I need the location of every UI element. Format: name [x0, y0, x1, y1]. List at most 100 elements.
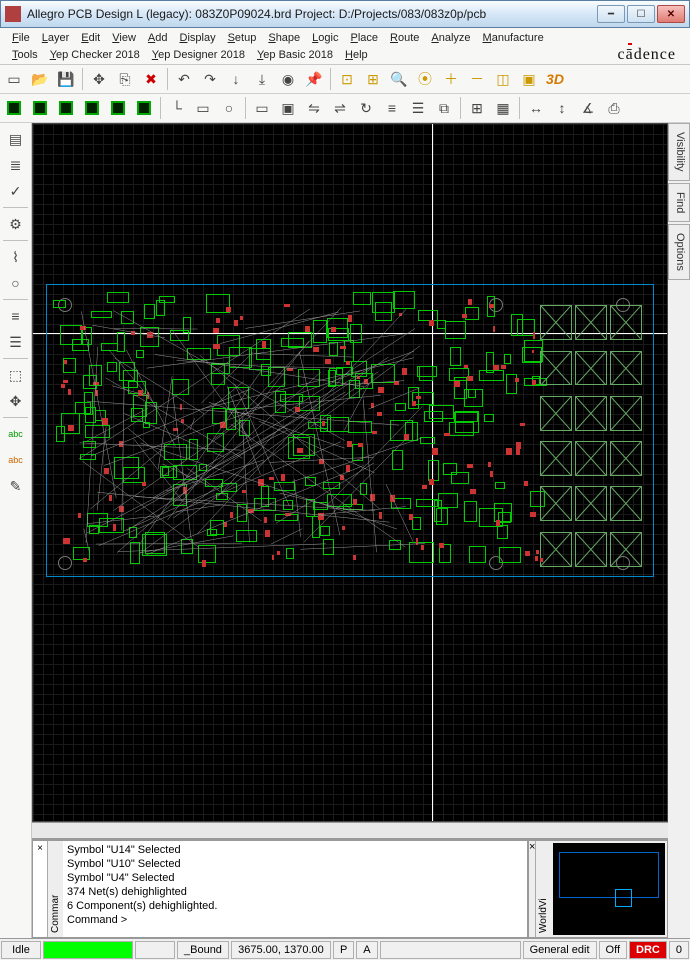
- panel-tab-options[interactable]: Options: [668, 224, 690, 280]
- zoom-plus-button[interactable]: 🔍: [387, 67, 411, 91]
- command-close-icon[interactable]: ×: [33, 841, 47, 937]
- menu-tools[interactable]: Tools: [6, 47, 44, 63]
- schematic-tool[interactable]: ▤: [3, 127, 29, 151]
- menu-setup[interactable]: Setup: [222, 30, 263, 46]
- status-a-button[interactable]: A: [356, 941, 377, 959]
- mirror-button[interactable]: ⇌: [328, 96, 352, 120]
- 3d-button[interactable]: 3D: [543, 67, 567, 91]
- close-button[interactable]: [657, 5, 685, 23]
- command-log[interactable]: Symbol "U14" SelectedSymbol "U10" Select…: [63, 841, 527, 937]
- menu-yep-checker-2018[interactable]: Yep Checker 2018: [44, 47, 146, 63]
- menu-help[interactable]: Help: [339, 47, 374, 63]
- status-snap: Off: [599, 941, 627, 959]
- move-tool[interactable]: ✥: [3, 389, 29, 413]
- stack-tool[interactable]: ☰: [3, 330, 29, 354]
- place-tool[interactable]: ⬚: [3, 363, 29, 387]
- worldview-panel: × WorldVi: [528, 840, 668, 938]
- panel-tab-visibility[interactable]: Visibility: [668, 123, 690, 181]
- panel-tab-find[interactable]: Find: [668, 183, 690, 222]
- menu-add[interactable]: Add: [142, 30, 174, 46]
- group-button[interactable]: ▣: [276, 96, 300, 120]
- menu-yep-basic-2018[interactable]: Yep Basic 2018: [251, 47, 339, 63]
- worldview-viewport: [615, 889, 632, 907]
- menu-logic[interactable]: Logic: [306, 30, 344, 46]
- layer-tool[interactable]: ≡: [3, 304, 29, 328]
- menu-analyze[interactable]: Analyze: [425, 30, 476, 46]
- layer5-button[interactable]: [106, 96, 130, 120]
- layer1-button[interactable]: [2, 96, 26, 120]
- dim-v-button[interactable]: ↕: [550, 96, 574, 120]
- zoom-out-button[interactable]: －: [465, 67, 489, 91]
- undo-button[interactable]: ↶: [172, 67, 196, 91]
- stack-button[interactable]: ☰: [406, 96, 430, 120]
- layer3-button[interactable]: [54, 96, 78, 120]
- shape-circ-button[interactable]: ○: [217, 96, 241, 120]
- constraint-tool[interactable]: ⚙: [3, 212, 29, 236]
- layer6-button[interactable]: [132, 96, 156, 120]
- rotate-button[interactable]: ↻: [354, 96, 378, 120]
- worldview-canvas[interactable]: [553, 843, 665, 935]
- zoom-in-button[interactable]: ＋: [439, 67, 463, 91]
- horizontal-scrollbar[interactable]: [32, 822, 668, 838]
- odb-button[interactable]: ⎙: [602, 96, 626, 120]
- status-layer[interactable]: _Bound: [177, 941, 229, 959]
- layer2-button[interactable]: [28, 96, 52, 120]
- menu-yep-designer-2018[interactable]: Yep Designer 2018: [146, 47, 251, 63]
- zoom-dot-button[interactable]: ⦿: [413, 67, 437, 91]
- open-button[interactable]: 📂: [28, 67, 52, 91]
- save-button[interactable]: 💾: [54, 67, 78, 91]
- shape-rect-button[interactable]: ▭: [191, 96, 215, 120]
- grid-button[interactable]: ⊞: [465, 96, 489, 120]
- menu-shape[interactable]: Shape: [262, 30, 306, 46]
- menu-edit[interactable]: Edit: [75, 30, 106, 46]
- flip-button[interactable]: ⇋: [302, 96, 326, 120]
- dim-h-button[interactable]: ↔: [524, 96, 548, 120]
- zoom-window-button[interactable]: ⊡: [335, 67, 359, 91]
- menu-layer[interactable]: Layer: [36, 30, 76, 46]
- zoom-fit-button[interactable]: ⊞: [361, 67, 385, 91]
- status-p-button[interactable]: P: [333, 941, 354, 959]
- bottom-panels: × Commar Symbol "U14" SelectedSymbol "U1…: [32, 838, 668, 938]
- menu-place[interactable]: Place: [344, 30, 384, 46]
- sun-button[interactable]: ◉: [276, 67, 300, 91]
- grid2-button[interactable]: ▦: [491, 96, 515, 120]
- layer4-button[interactable]: [80, 96, 104, 120]
- select-button[interactable]: ▭: [250, 96, 274, 120]
- align-button[interactable]: ≡: [380, 96, 404, 120]
- title-bar: Allegro PCB Design L (legacy): 083Z0P090…: [0, 0, 690, 28]
- zoom-box-button[interactable]: ▣: [517, 67, 541, 91]
- status-progress: [43, 941, 133, 959]
- drc-tool[interactable]: ✓: [3, 179, 29, 203]
- command-line: Symbol "U10" Selected: [67, 857, 523, 871]
- diff-button[interactable]: ⧉: [432, 96, 456, 120]
- down-stop-button[interactable]: ⤓: [250, 67, 274, 91]
- menu-route[interactable]: Route: [384, 30, 425, 46]
- pin-button[interactable]: 📌: [302, 67, 326, 91]
- shape-l-button[interactable]: └: [165, 96, 189, 120]
- status-drc[interactable]: DRC: [629, 941, 667, 959]
- move-button[interactable]: ✥: [87, 67, 111, 91]
- minimize-button[interactable]: [597, 5, 625, 23]
- status-spacer2: [380, 941, 521, 959]
- new-button[interactable]: ▭: [2, 67, 26, 91]
- menu-file[interactable]: File: [6, 30, 36, 46]
- delete-button[interactable]: ✖: [139, 67, 163, 91]
- netlist-tool[interactable]: ≣: [3, 153, 29, 177]
- down-button[interactable]: ↓: [224, 67, 248, 91]
- route-tool[interactable]: ⌇: [3, 245, 29, 269]
- command-tab[interactable]: Commar: [47, 841, 63, 937]
- dim-ang-button[interactable]: ∡: [576, 96, 600, 120]
- text2-tool[interactable]: abc: [3, 448, 29, 472]
- edit-tool[interactable]: ✎: [3, 474, 29, 498]
- menu-manufacture[interactable]: Manufacture: [477, 30, 550, 46]
- worldview-tab[interactable]: WorldVi: [535, 841, 551, 937]
- zoom-sel-button[interactable]: ◫: [491, 67, 515, 91]
- menu-display[interactable]: Display: [174, 30, 222, 46]
- maximize-button[interactable]: [627, 5, 655, 23]
- text-tool[interactable]: abc: [3, 422, 29, 446]
- menu-view[interactable]: View: [106, 30, 142, 46]
- copy-button[interactable]: ⎘: [113, 67, 137, 91]
- design-canvas[interactable]: [32, 123, 668, 822]
- via-tool[interactable]: ○: [3, 271, 29, 295]
- redo-button[interactable]: ↷: [198, 67, 222, 91]
